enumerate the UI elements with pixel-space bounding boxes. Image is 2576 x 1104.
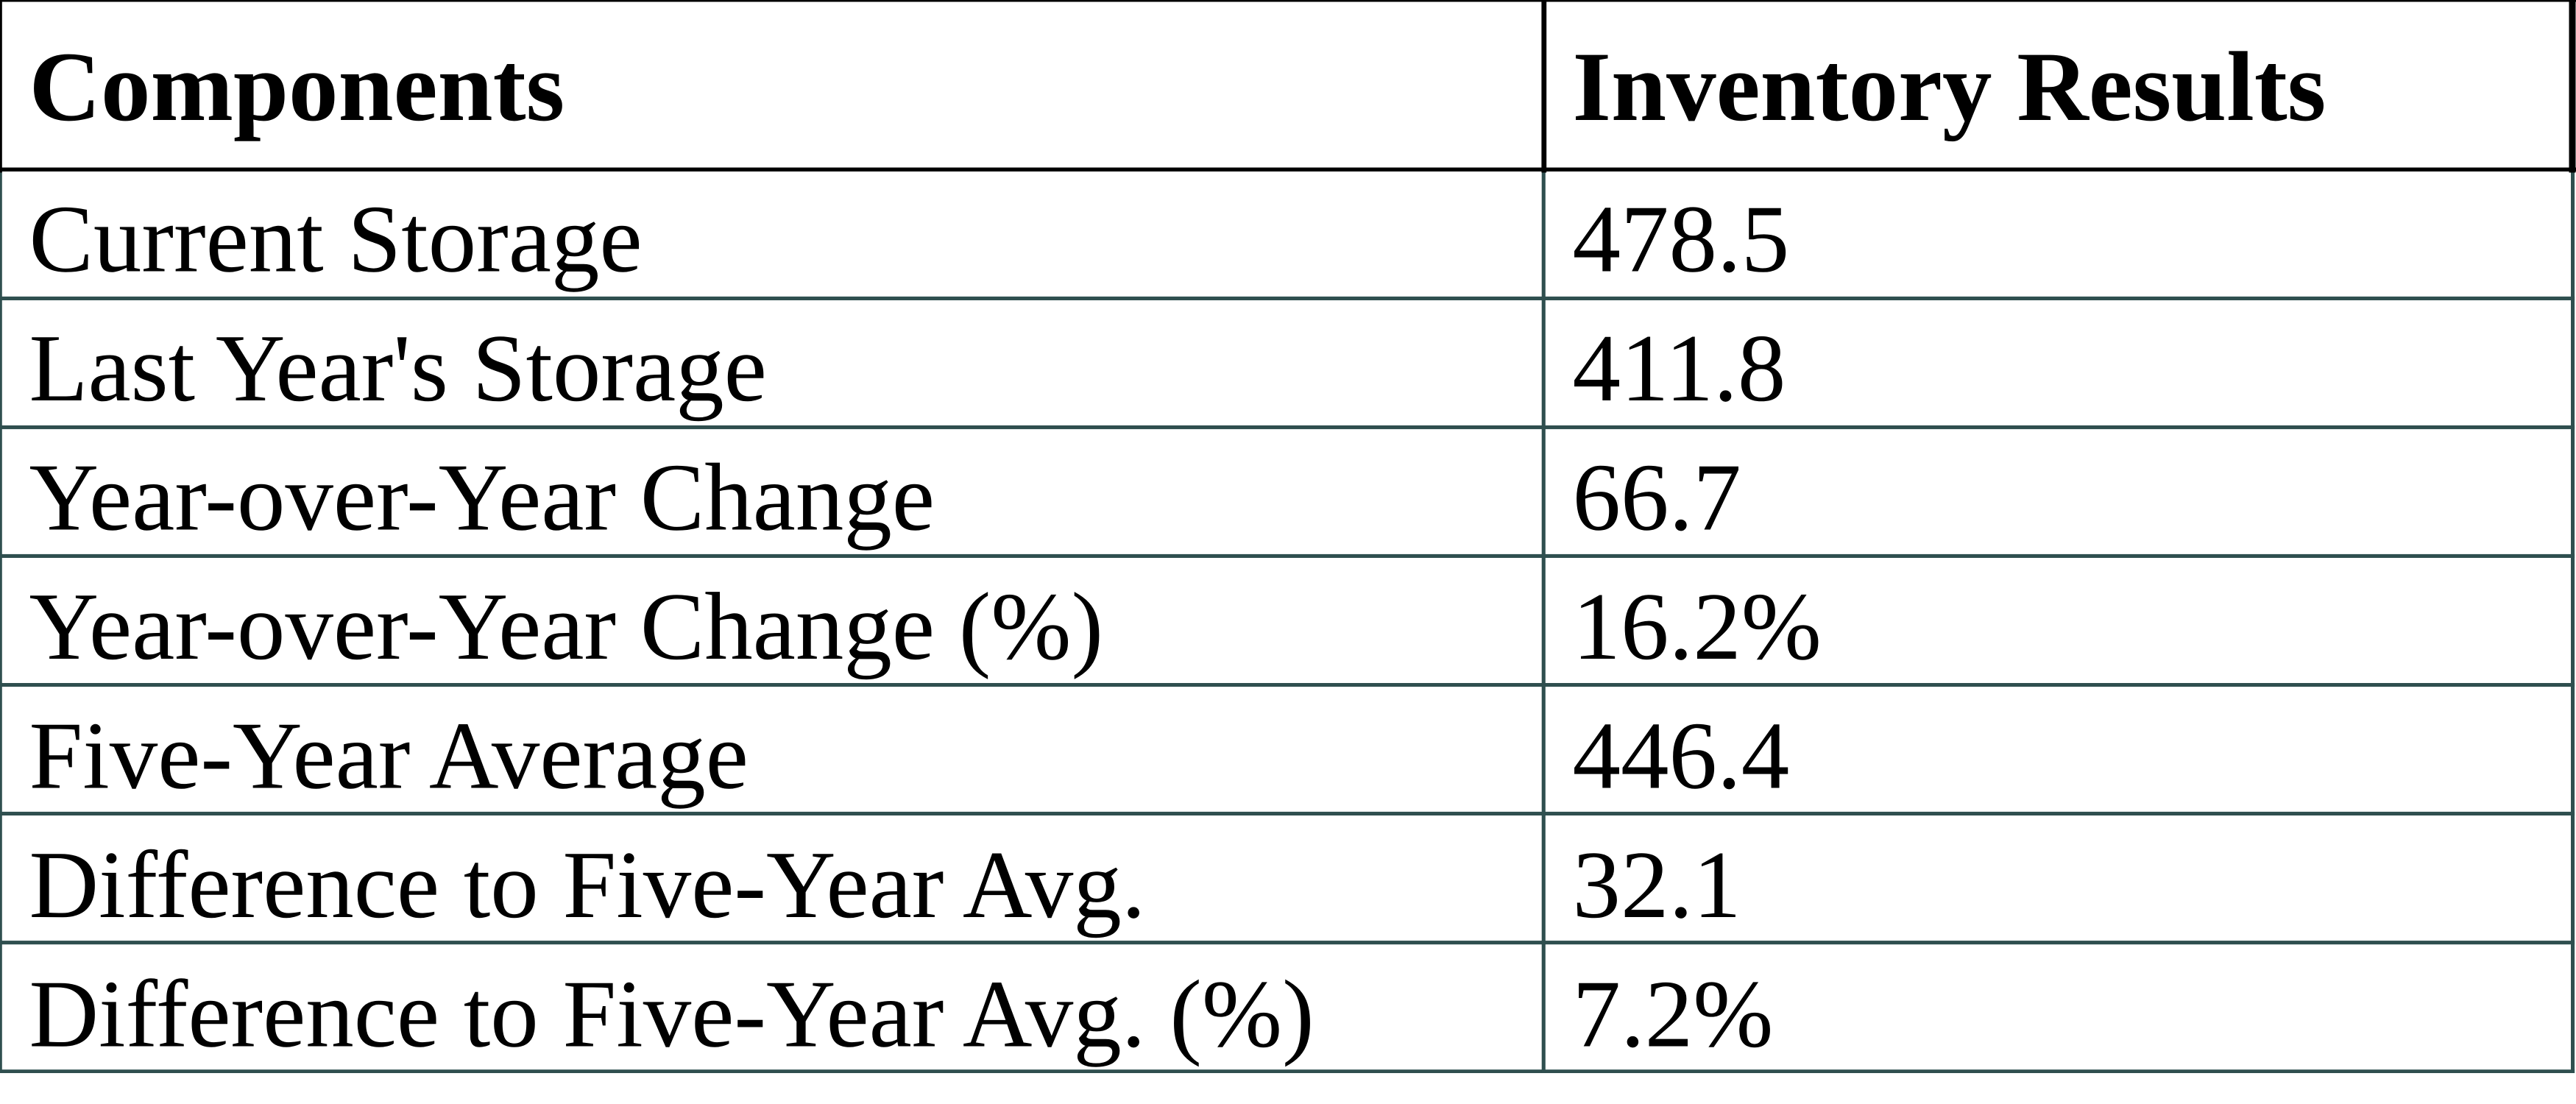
svg-text:Five-Year Average: Five-Year Average (29, 703, 749, 810)
svg-text:Year-over-Year Change (%): Year-over-Year Change (%) (29, 573, 1104, 680)
svg-text:Year-over-Year Change: Year-over-Year Change (29, 445, 935, 551)
svg-text:Inventory Results: Inventory Results (1573, 32, 2326, 142)
svg-text:446.4: 446.4 (1573, 703, 1790, 810)
svg-text:Last Year's Storage: Last Year's Storage (29, 315, 767, 422)
svg-text:7.2%: 7.2% (1573, 961, 1774, 1068)
svg-text:411.8: 411.8 (1573, 315, 1786, 422)
svg-text:66.7: 66.7 (1573, 445, 1741, 551)
svg-text:Difference to Five-Year Avg. (: Difference to Five-Year Avg. (%) (29, 961, 1314, 1068)
svg-text:Difference to Five-Year Avg.: Difference to Five-Year Avg. (29, 832, 1146, 938)
svg-text:478.5: 478.5 (1573, 186, 1790, 293)
svg-text:32.1: 32.1 (1573, 832, 1741, 938)
svg-text:Components: Components (29, 32, 565, 142)
svg-text:Current Storage: Current Storage (29, 186, 643, 293)
svg-text:16.2%: 16.2% (1573, 573, 1822, 680)
